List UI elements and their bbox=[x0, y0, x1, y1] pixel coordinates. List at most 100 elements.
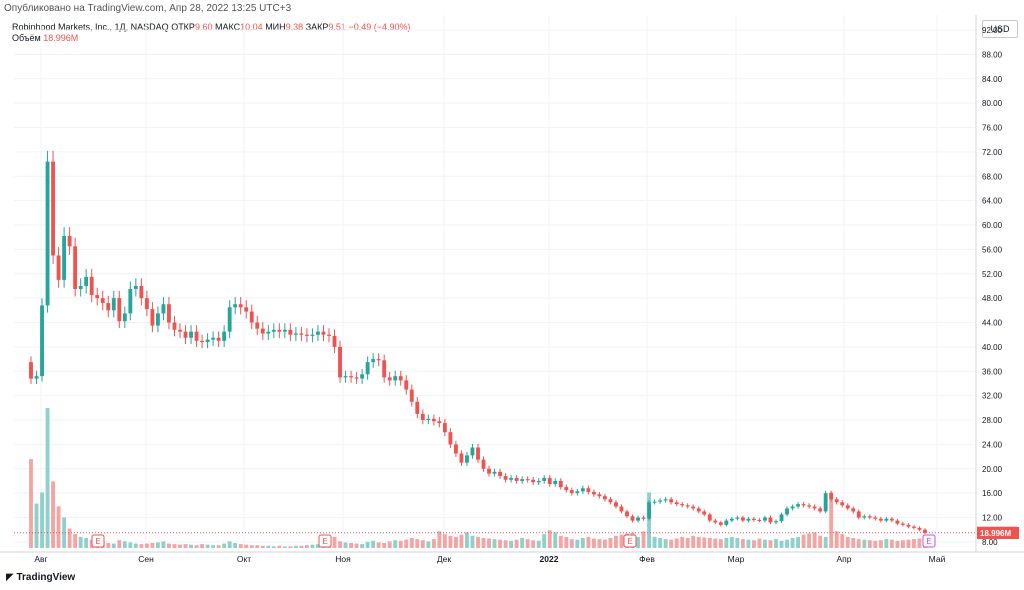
candle-body[interactable] bbox=[360, 374, 365, 379]
earnings-marker[interactable] bbox=[318, 534, 332, 548]
candle-body[interactable] bbox=[503, 476, 508, 480]
candle-body[interactable] bbox=[321, 331, 326, 335]
candle-body[interactable] bbox=[100, 298, 105, 304]
candle-body[interactable] bbox=[133, 285, 138, 289]
candle-body[interactable] bbox=[172, 322, 177, 330]
candle-body[interactable] bbox=[735, 517, 740, 519]
candle-body[interactable] bbox=[34, 376, 39, 379]
candle-body[interactable] bbox=[178, 329, 182, 332]
candle-body[interactable] bbox=[525, 479, 530, 481]
candle-body[interactable] bbox=[790, 506, 795, 509]
candle-body[interactable] bbox=[558, 480, 563, 488]
candle-body[interactable] bbox=[696, 508, 701, 512]
candle-body[interactable] bbox=[856, 511, 861, 518]
candle-body[interactable] bbox=[40, 305, 44, 377]
candle-body[interactable] bbox=[823, 493, 828, 512]
candle-body[interactable] bbox=[293, 333, 298, 335]
volume-label[interactable]: Объём bbox=[12, 33, 41, 43]
candle-body[interactable] bbox=[591, 491, 596, 495]
candle-body[interactable] bbox=[729, 518, 734, 521]
candle-body[interactable] bbox=[895, 520, 900, 524]
candle-body[interactable] bbox=[619, 506, 624, 512]
candle-body[interactable] bbox=[713, 520, 718, 523]
candle-body[interactable] bbox=[106, 303, 111, 311]
candle-body[interactable] bbox=[718, 522, 723, 525]
candle-body[interactable] bbox=[95, 295, 100, 299]
candle-body[interactable] bbox=[465, 455, 469, 463]
candle-body[interactable] bbox=[492, 471, 497, 474]
candle-body[interactable] bbox=[580, 488, 585, 492]
candle-body[interactable] bbox=[222, 331, 227, 341]
candle-body[interactable] bbox=[343, 376, 348, 378]
candle-body[interactable] bbox=[431, 418, 436, 422]
candle-body[interactable] bbox=[602, 496, 607, 500]
candle-body[interactable] bbox=[630, 516, 635, 521]
candle-body[interactable] bbox=[117, 298, 122, 322]
candle-body[interactable] bbox=[288, 329, 293, 335]
candle-body[interactable] bbox=[89, 276, 94, 296]
candle-body[interactable] bbox=[851, 508, 856, 512]
candle-body[interactable] bbox=[680, 504, 685, 506]
candle-body[interactable] bbox=[161, 304, 166, 314]
candle-body[interactable] bbox=[702, 511, 707, 515]
candle-body[interactable] bbox=[144, 298, 149, 310]
candle-body[interactable] bbox=[663, 499, 668, 501]
candle-body[interactable] bbox=[194, 331, 199, 341]
candle-body[interactable] bbox=[569, 490, 574, 494]
candle-body[interactable] bbox=[167, 304, 171, 323]
candle-body[interactable] bbox=[746, 518, 751, 521]
candle-body[interactable] bbox=[189, 331, 193, 338]
candle-body[interactable] bbox=[889, 518, 894, 521]
candle-body[interactable] bbox=[774, 521, 778, 523]
candle-body[interactable] bbox=[282, 329, 287, 332]
candle-body[interactable] bbox=[426, 418, 431, 421]
candle-body[interactable] bbox=[304, 334, 309, 336]
candle-body[interactable] bbox=[255, 322, 260, 329]
candle-body[interactable] bbox=[415, 401, 420, 414]
candle-body[interactable] bbox=[387, 377, 392, 381]
candle-body[interactable] bbox=[205, 339, 210, 343]
candle-body[interactable] bbox=[62, 235, 67, 280]
candle-body[interactable] bbox=[564, 487, 569, 491]
candle-body[interactable] bbox=[757, 519, 762, 521]
candle-body[interactable] bbox=[249, 311, 254, 323]
candle-body[interactable] bbox=[669, 499, 674, 503]
candle-body[interactable] bbox=[514, 477, 519, 481]
candle-body[interactable] bbox=[393, 376, 398, 381]
candle-body[interactable] bbox=[553, 480, 558, 485]
candle-body[interactable] bbox=[845, 505, 850, 509]
candle-body[interactable] bbox=[923, 529, 927, 533]
candle-body[interactable] bbox=[299, 333, 304, 335]
candle-body[interactable] bbox=[724, 520, 729, 525]
tradingview-logo[interactable]: ◤ TradingView bbox=[6, 572, 76, 583]
candle-body[interactable] bbox=[155, 313, 160, 326]
candle-body[interactable] bbox=[150, 309, 155, 326]
candle-body[interactable] bbox=[238, 304, 243, 308]
candle-body[interactable] bbox=[139, 285, 144, 299]
candle-body[interactable] bbox=[900, 523, 905, 525]
candle-body[interactable] bbox=[448, 432, 453, 445]
candle-body[interactable] bbox=[862, 516, 867, 518]
candle-body[interactable] bbox=[51, 161, 56, 256]
candle-body[interactable] bbox=[867, 516, 872, 518]
candle-body[interactable] bbox=[884, 518, 889, 521]
candle-body[interactable] bbox=[536, 480, 541, 483]
candle-body[interactable] bbox=[382, 360, 387, 378]
candle-body[interactable] bbox=[78, 285, 83, 289]
candle-body[interactable] bbox=[271, 329, 276, 332]
candle-body[interactable] bbox=[912, 526, 916, 528]
candle-body[interactable] bbox=[597, 494, 602, 497]
candle-body[interactable] bbox=[122, 313, 127, 322]
candle-body[interactable] bbox=[459, 453, 464, 463]
candle-body[interactable] bbox=[487, 468, 491, 474]
candle-body[interactable] bbox=[244, 307, 249, 312]
candle-body[interactable] bbox=[751, 518, 756, 520]
candle-body[interactable] bbox=[614, 502, 618, 507]
candle-body[interactable] bbox=[740, 517, 745, 521]
candle-body[interactable] bbox=[409, 389, 414, 402]
candle-body[interactable] bbox=[211, 337, 216, 340]
candle-body[interactable] bbox=[906, 524, 911, 527]
earnings-marker[interactable] bbox=[922, 534, 936, 548]
earnings-marker[interactable] bbox=[91, 534, 105, 548]
candle-body[interactable] bbox=[575, 491, 580, 494]
